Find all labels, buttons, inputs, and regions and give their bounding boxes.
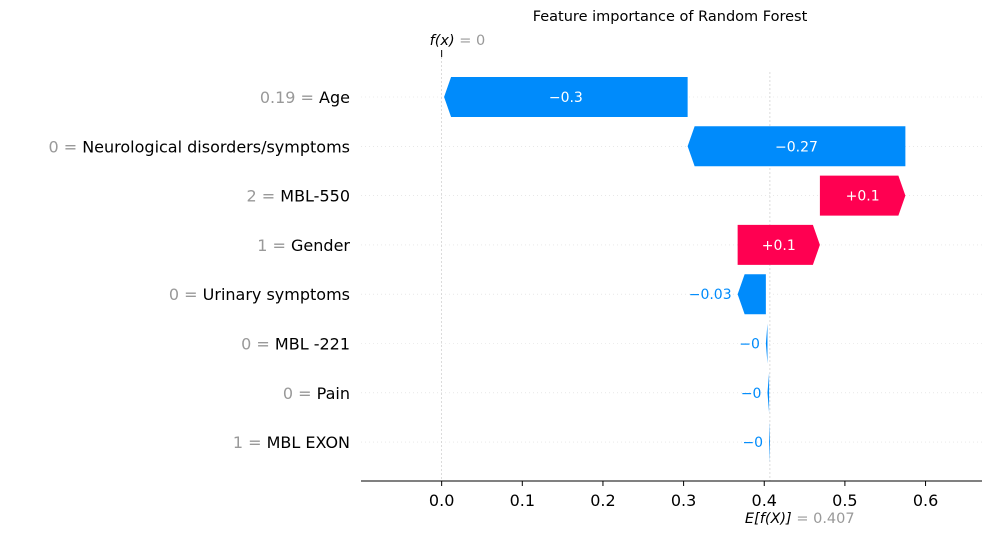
x-tick-label: 0.5 [832, 491, 857, 510]
bar-value-label: +0.1 [846, 189, 880, 205]
feature-label: 0 = MBL -221 [241, 335, 350, 354]
bar-value-label: −0.03 [689, 287, 732, 303]
x-tick-label: 0.0 [429, 491, 454, 510]
bar-gender [737, 224, 820, 265]
efx-marker: E[f(X)] = 0.407 [745, 511, 855, 527]
bar-value-label: −0.27 [775, 139, 818, 155]
feature-label: 1 = Gender [257, 236, 350, 255]
bar-mbl-221 [765, 323, 768, 364]
x-tick-label: 0.3 [671, 491, 696, 510]
fx-value: 0 [476, 33, 485, 49]
bar-value-label: −0 [742, 435, 763, 451]
feature-name: MBL-550 [280, 187, 350, 206]
bar-value-label: −0 [741, 386, 762, 402]
bar-pain [767, 372, 770, 413]
feature-name: Age [319, 88, 350, 107]
feature-label: 0 = Pain [283, 384, 350, 403]
feature-value: 0 [241, 335, 251, 354]
bars-layer: −0.3 −0.27 +0.1 +0.1 −0.03 −0 −0 −0 [444, 77, 906, 463]
x-tick-label: 0.4 [752, 491, 777, 510]
feature-value: 0 [169, 285, 179, 304]
feature-name: MBL -221 [275, 335, 350, 354]
bar-neurological-disorders-symptoms [687, 126, 906, 167]
feature-label: 0 = Urinary symptoms [169, 285, 350, 304]
fx-label: f(x) [430, 33, 455, 49]
efx-value: 0.407 [813, 511, 855, 527]
feature-value: 2 [247, 187, 257, 206]
feature-value: 0 [283, 384, 293, 403]
feature-value: 1 [233, 433, 243, 452]
efx-label: E[f(X)] [745, 511, 792, 527]
bar-mbl-exon [769, 422, 770, 463]
x-tick-label: 0.6 [913, 491, 938, 510]
feature-value: 0.19 [260, 88, 296, 107]
chart-title: Feature importance of Random Forest [533, 9, 808, 25]
bar-mbl-550 [819, 175, 906, 216]
feature-label: 0.19 = Age [260, 88, 350, 107]
fx-marker: f(x) = 0 [430, 33, 486, 49]
x-tick-label: 0.1 [510, 491, 535, 510]
feature-name: Pain [317, 384, 350, 403]
feature-name: Urinary symptoms [203, 285, 350, 304]
feature-name: Neurological disorders/symptoms [82, 137, 350, 156]
feature-name: MBL EXON [267, 433, 350, 452]
grid-layer [361, 57, 982, 481]
value-markers: f(x) = 0 E[f(X)] = 0.407 [430, 33, 855, 527]
bar-value-label: −0.3 [549, 90, 583, 106]
feature-value: 0 [48, 137, 58, 156]
feature-name: Gender [291, 236, 350, 255]
x-tick-label: 0.2 [590, 491, 615, 510]
bar-value-label: +0.1 [762, 238, 796, 254]
bar-urinary-symptoms [737, 274, 766, 315]
bar-value-label: −0 [739, 337, 760, 353]
feature-labels: 0.19 = Age 0 = Neurological disorders/sym… [48, 88, 350, 452]
feature-label: 0 = Neurological disorders/symptoms [48, 137, 350, 156]
feature-label: 2 = MBL-550 [247, 187, 351, 206]
x-axis: 0.0 0.1 0.2 0.3 0.4 0.5 0.6 [361, 480, 982, 510]
feature-label: 1 = MBL EXON [233, 433, 350, 452]
feature-value: 1 [257, 236, 267, 255]
bar-age [444, 77, 688, 117]
